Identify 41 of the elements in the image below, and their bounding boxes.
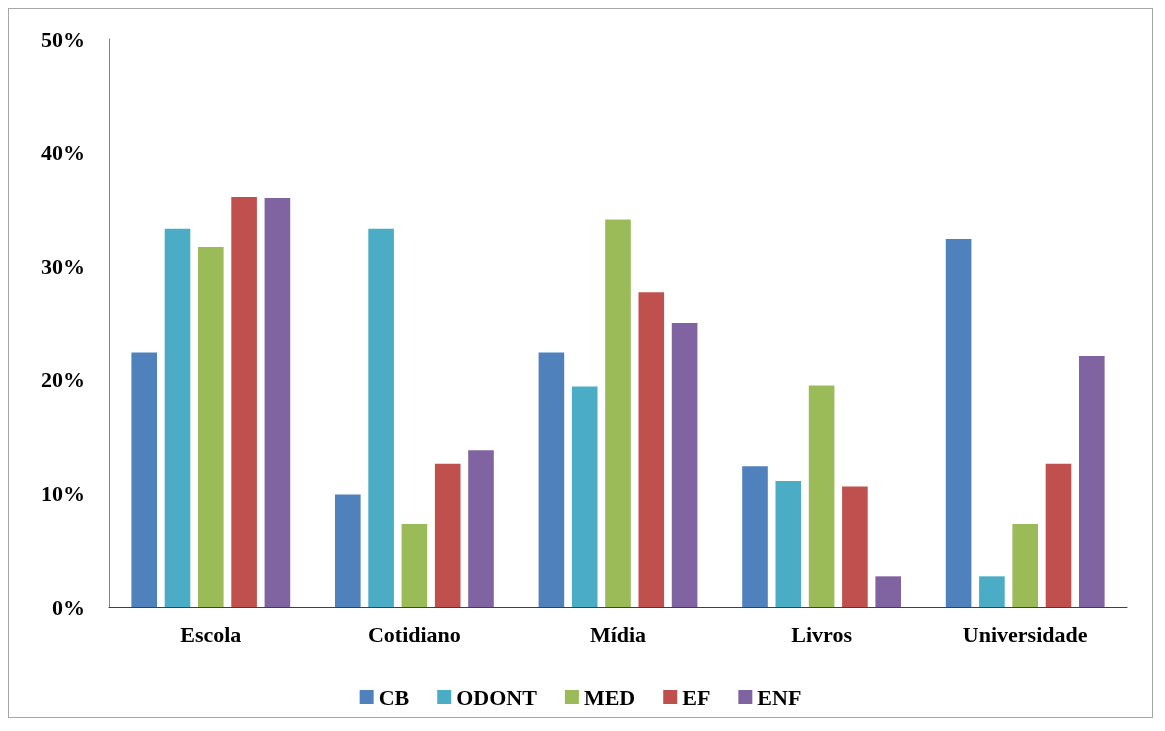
bar <box>164 228 191 607</box>
y-tick-label: 20% <box>41 367 85 393</box>
legend-label: EF <box>682 684 711 710</box>
x-tick-label: Mídia <box>589 621 647 647</box>
bar <box>808 385 835 607</box>
legend-label: ODONT <box>456 684 538 710</box>
y-tick-label: 10% <box>41 480 85 506</box>
bar <box>368 228 394 607</box>
x-tick-label: Escola <box>180 621 242 647</box>
bar <box>742 466 768 607</box>
bar <box>1045 463 1072 607</box>
legend-label: ENF <box>757 684 802 710</box>
bar <box>875 576 901 607</box>
bar <box>131 352 158 607</box>
bar <box>979 576 1005 607</box>
bar <box>197 246 224 607</box>
bar <box>335 494 361 607</box>
bar <box>1078 355 1105 607</box>
bar <box>571 386 598 607</box>
bar <box>1012 524 1039 607</box>
bar <box>605 219 631 607</box>
bar <box>231 196 257 607</box>
bar <box>945 238 972 607</box>
y-tick-label: 40% <box>41 140 85 166</box>
bar <box>842 486 868 607</box>
bar <box>401 524 428 607</box>
bar <box>264 198 291 607</box>
x-tick-label: Universidade <box>962 621 1088 647</box>
legend-label: MED <box>583 684 636 710</box>
bar <box>468 450 494 607</box>
bar <box>434 463 461 607</box>
x-tick-label: Livros <box>791 621 853 647</box>
bar <box>538 352 565 607</box>
bar <box>671 323 698 607</box>
y-tick-label: 50% <box>41 26 85 52</box>
bar <box>775 480 802 607</box>
bar <box>638 292 665 607</box>
y-tick-label: 30% <box>41 253 85 279</box>
x-tick-label: Cotidiano <box>367 621 461 647</box>
legend-label: CB <box>378 684 410 710</box>
y-tick-label: 0% <box>52 594 85 620</box>
